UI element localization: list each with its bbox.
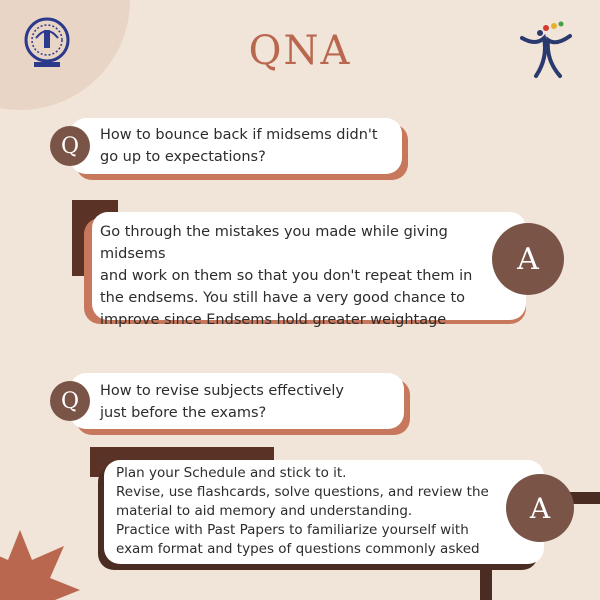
answer-2-card: Plan your Schedule and stick to it. Revi… (104, 460, 544, 564)
institute-emblem-icon (24, 17, 70, 67)
question-1-text: How to bounce back if midsems didn't go … (100, 127, 378, 165)
question-2-badge: Q (50, 381, 90, 421)
human-figures-logo-icon (520, 21, 572, 78)
answer-1-text: Go through the mistakes you made while g… (100, 224, 473, 328)
answer-2-badge: A (506, 474, 574, 542)
answer-2-text: Plan your Schedule and stick to it. Revi… (116, 465, 489, 557)
question-1-card: How to bounce back if midsems didn't go … (70, 118, 402, 174)
answer-1-card: Go through the mistakes you made while g… (92, 212, 526, 328)
decorative-star-shape (0, 530, 80, 600)
question-2-card: How to revise subjects effectively just … (70, 373, 404, 429)
page-title: QNA (248, 28, 352, 74)
question-1-badge: Q (50, 126, 90, 166)
question-2-text: How to revise subjects effectively just … (100, 383, 345, 421)
answer-1-badge: A (492, 223, 564, 295)
